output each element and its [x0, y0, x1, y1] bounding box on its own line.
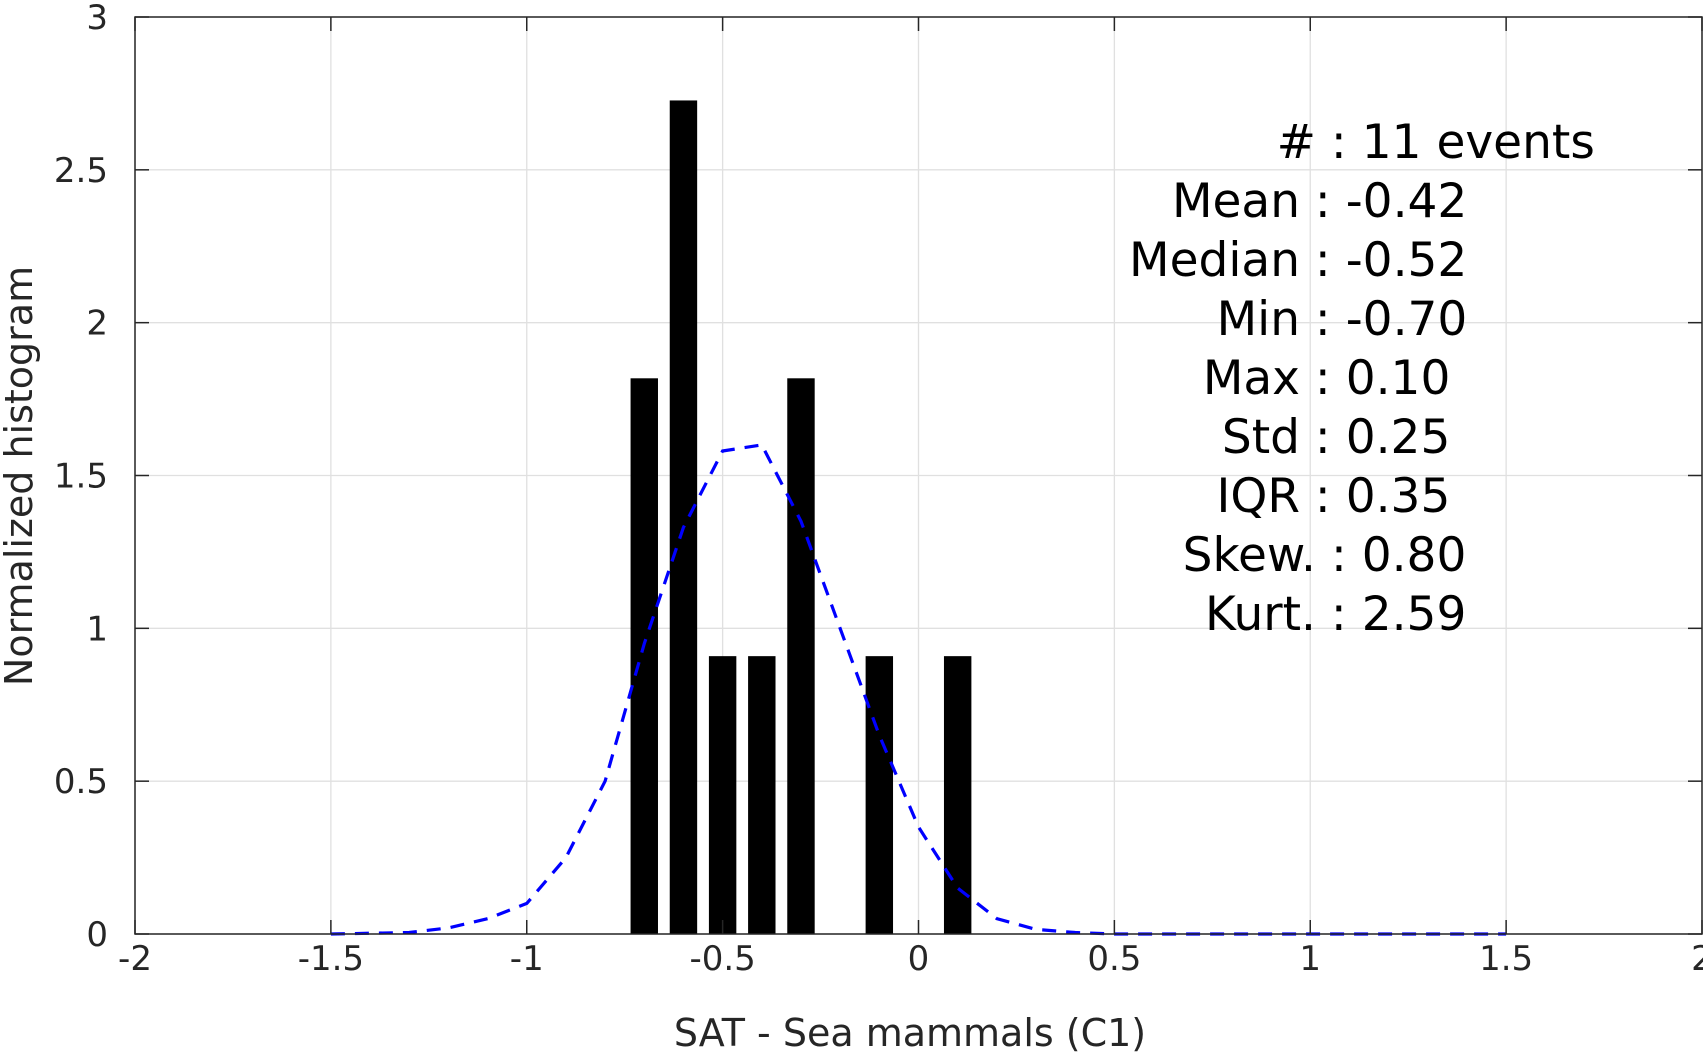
fit-curve-layer — [330, 443, 1507, 936]
y-tick-label: 3 — [86, 0, 108, 38]
y-tick-label: 2 — [86, 304, 108, 344]
stat-line-mean: Mean : -0.42 — [1172, 174, 1467, 229]
histogram-bar — [669, 100, 698, 934]
y-tick-label: 1 — [86, 609, 108, 649]
histogram-bar — [708, 656, 737, 934]
y-tick-label: 1.5 — [54, 457, 108, 497]
stat-line-count: # : 11 events — [1277, 115, 1595, 170]
normal-fit-curve — [330, 443, 1507, 936]
stat-line-iqr: IQR : 0.35 — [1216, 469, 1450, 524]
x-tick-label: -0.5 — [689, 939, 755, 979]
x-tick-label: 1 — [1299, 939, 1321, 979]
stat-line-max: Max : 0.10 — [1203, 351, 1451, 406]
x-tick-label: -1 — [510, 939, 544, 979]
x-axis-title: SAT - Sea mammals (C1) — [674, 1011, 1146, 1053]
y-tick-label: 0 — [86, 915, 108, 955]
x-tick-label: -1.5 — [298, 939, 364, 979]
histogram-bar — [748, 656, 776, 934]
x-tick-label: -2 — [118, 939, 152, 979]
histogram-bar — [630, 378, 658, 935]
tick-labels: -2 -1.5 -1 -0.5 0 0.5 1 1.5 2 0 0.5 1 1.5 2 2.5 3 — [54, 0, 1703, 979]
stat-line-min: Min : -0.70 — [1217, 292, 1468, 347]
histogram-bar — [943, 656, 972, 934]
y-tick-label: 2.5 — [54, 151, 108, 191]
y-axis-title: Normalized histogram — [0, 266, 41, 686]
histogram-bars — [630, 100, 972, 935]
x-tick-label: 0 — [908, 939, 930, 979]
axes — [134, 16, 1703, 935]
stats-box: # : 11 events Mean : -0.42 Median : -0.5… — [1129, 115, 1595, 642]
x-tick-label: 0.5 — [1087, 939, 1141, 979]
histogram-bar — [787, 378, 815, 935]
x-tick-label: 2 — [1691, 939, 1703, 979]
y-tick-label: 0.5 — [54, 762, 108, 802]
histogram-bar — [865, 656, 894, 934]
stat-line-kurt: Kurt. : 2.59 — [1205, 587, 1466, 642]
stat-line-median: Median : -0.52 — [1129, 233, 1467, 288]
x-tick-label: 1.5 — [1479, 939, 1533, 979]
stat-line-std: Std : 0.25 — [1222, 410, 1450, 465]
stat-line-skew: Skew. : 0.80 — [1183, 528, 1467, 583]
